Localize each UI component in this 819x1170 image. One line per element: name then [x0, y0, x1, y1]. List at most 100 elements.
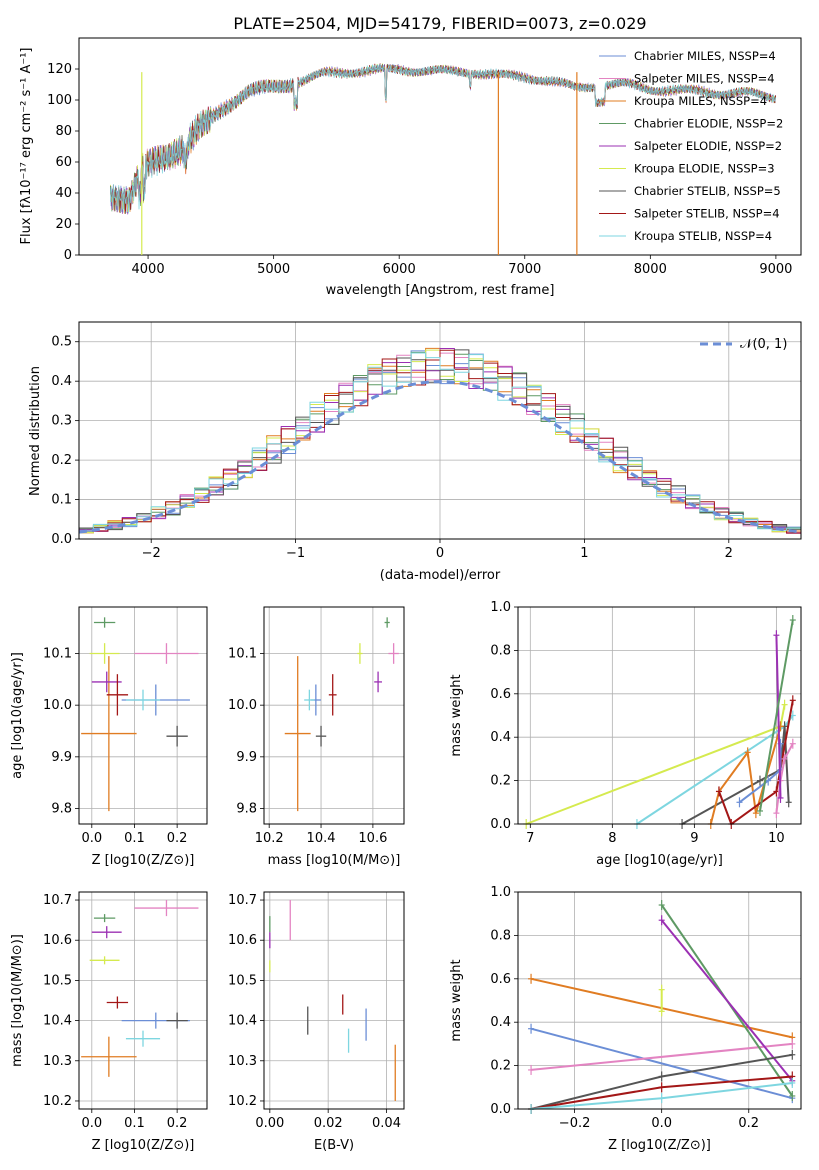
x-tick-label: 10.4	[307, 831, 336, 846]
x-axis-label: Z [log10(Z/Z⊙)]	[608, 1138, 711, 1153]
legend-label-chabrier_stelib: Chabrier STELIB, NSSP=5	[634, 184, 781, 198]
x-tick-label: 6000	[383, 262, 416, 277]
y-tick-label: 10.2	[228, 1094, 257, 1109]
y-tick-label: 10.6	[43, 933, 72, 948]
x-axis-label: Z [log10(Z/Z⊙)]	[92, 1138, 195, 1153]
x-axis-label: age [log10(age/yr)]	[596, 853, 723, 868]
y-tick-label: 40	[55, 186, 72, 201]
x-tick-label: 9	[690, 831, 698, 846]
spectrum-panel: PLATE=2504, MJD=54179, FIBERID=0073, z=0…	[19, 14, 802, 298]
y-tick-label: 10.5	[228, 973, 257, 988]
x-tick-label: 9000	[759, 262, 792, 277]
weight-vs-age-panel: 7 8 9 10 0.0 0.2 0.4 0.6 0.8 1.0 age [log10(age/yr…	[449, 600, 802, 868]
x-tick-label: −2	[142, 546, 161, 561]
x-tick-label: 7	[526, 831, 534, 846]
x-tick-label: 5000	[257, 262, 290, 277]
y-tick-label: 1.0	[490, 885, 511, 900]
y-axis-label: mass weight	[449, 674, 464, 756]
weight-line-chabrier_miles	[530, 1027, 793, 1100]
weight-line-chabrier_miles	[738, 743, 782, 804]
y-tick-label: 10.2	[43, 1094, 72, 1109]
axes-frame	[78, 606, 208, 825]
y-tick-label: 120	[47, 62, 72, 77]
y-tick-label: 0.0	[51, 532, 72, 547]
spectrum-axes	[78, 37, 802, 256]
y-tick-label: 20	[55, 217, 72, 232]
y-tick-label: 0.4	[490, 730, 511, 745]
legend-label-kroupa_elodie: Kroupa ELODIE, NSSP=3	[634, 162, 775, 176]
axes-frame	[263, 606, 405, 825]
y-tick-label: 9.9	[51, 750, 72, 765]
y-axis-label: mass weight	[449, 959, 464, 1041]
y-tick-label: 10.5	[43, 973, 72, 988]
y-tick-label: 10.3	[43, 1054, 72, 1069]
x-tick-label: 1	[580, 546, 588, 561]
axes-frame	[263, 891, 405, 1110]
mass-vs-z-panel: 0.0 0.1 0.2 10.2 10.3 10.4 10.5 10.6 10.7 Z [log1…	[10, 891, 208, 1153]
legend-label-salpeter_miles: Salpeter MILES, NSSP=4	[634, 72, 775, 86]
x-tick-label: −0.2	[559, 1116, 591, 1131]
residuals-xlabel: (data-model)/error	[380, 568, 501, 583]
y-tick-label: 10.3	[228, 1054, 257, 1069]
y-tick-label: 0.8	[490, 643, 511, 658]
residuals-panel: −2 −1 0 1 2 0.0 0.1 0.2 0.3 0.4 0.5 (data-model)/…	[28, 321, 802, 583]
x-tick-label: 0.1	[124, 1116, 145, 1131]
x-tick-label: 10.2	[255, 831, 284, 846]
x-tick-label: 10	[768, 831, 785, 846]
residuals-ylabel: Normed distribution	[28, 366, 43, 496]
y-tick-label: 10.6	[228, 933, 257, 948]
y-tick-label: 10.4	[228, 1014, 257, 1029]
y-tick-label: 60	[55, 155, 72, 170]
normal-curve	[78, 380, 802, 534]
weight-vs-z-panel: −0.2 0.0 0.2 0.0 0.2 0.4 0.6 0.8 1.0 Z [log10(Z/Z…	[449, 885, 802, 1153]
legend-label-kroupa_miles: Kroupa MILES, NSSP=4	[634, 94, 767, 108]
y-tick-label: 0.5	[51, 335, 72, 350]
y-axis-label: mass [log10(M/M⊙)]	[10, 934, 25, 1067]
y-tick-label: 9.9	[236, 750, 257, 765]
weight-line-salpeter_miles	[775, 743, 794, 814]
x-tick-label: 8000	[634, 262, 667, 277]
y-tick-label: 0.6	[490, 972, 511, 987]
x-tick-label: 10.6	[358, 831, 387, 846]
age-vs-z-panel: 0.0 0.1 0.2 9.8 9.9 10.0 10.1 Z [log10(Z/Z⊙)] ag…	[10, 606, 208, 868]
weight-line-salpeter_miles	[531, 1042, 793, 1071]
y-tick-label: 0.0	[490, 1102, 511, 1117]
spectrum-ylabel: Flux [fλ10⁻¹⁷ erg cm⁻² s⁻¹ A⁻¹]	[19, 48, 34, 245]
y-tick-label: 0.4	[51, 374, 72, 389]
x-tick-label: 0.00	[255, 1116, 284, 1131]
y-tick-label: 10.1	[43, 647, 72, 662]
x-tick-label: 0.2	[738, 1116, 759, 1131]
legend-label-chabrier_elodie: Chabrier ELODIE, NSSP=2	[634, 117, 783, 131]
legend-label-salpeter_elodie: Salpeter ELODIE, NSSP=2	[634, 139, 782, 153]
spectrum-kroupa_stelib	[110, 64, 776, 214]
y-tick-label: 80	[55, 124, 72, 139]
x-tick-label: 0.1	[124, 831, 145, 846]
y-tick-label: 0.0	[490, 817, 511, 832]
y-tick-label: 0.6	[490, 687, 511, 702]
legend-label-kroupa_stelib: Kroupa STELIB, NSSP=4	[634, 229, 772, 243]
spectrum-yticks: 0 20 40 60 80 100 120	[47, 62, 79, 263]
y-tick-label: 10.1	[228, 647, 257, 662]
y-tick-label: 0.1	[51, 493, 72, 508]
y-tick-label: 9.8	[51, 802, 72, 817]
x-tick-label: 0.04	[372, 1116, 401, 1131]
legend-normal-label: 𝒩(0, 1)	[740, 337, 787, 352]
y-tick-label: 0.2	[51, 453, 72, 468]
weight-line-salpeter_elodie	[660, 919, 794, 1082]
y-tick-label: 9.8	[236, 802, 257, 817]
y-tick-label: 0.4	[490, 1015, 511, 1030]
y-axis-label: age [log10(age/yr)]	[10, 652, 25, 779]
residuals-legend: 𝒩(0, 1)	[700, 337, 787, 352]
weight-line-salpeter_stelib	[718, 700, 794, 826]
x-tick-label: 0.0	[81, 831, 102, 846]
y-tick-label: 10.0	[228, 698, 257, 713]
x-tick-label: 0.2	[167, 1116, 188, 1131]
y-tick-label: 10.7	[43, 893, 72, 908]
axes-frame	[517, 891, 802, 1110]
x-tick-label: 0.02	[314, 1116, 343, 1131]
hist-kroupa_stelib	[78, 352, 801, 539]
y-tick-label: 0.8	[490, 928, 511, 943]
y-tick-label: 0.2	[490, 774, 511, 789]
spectrum-lines	[110, 63, 776, 255]
